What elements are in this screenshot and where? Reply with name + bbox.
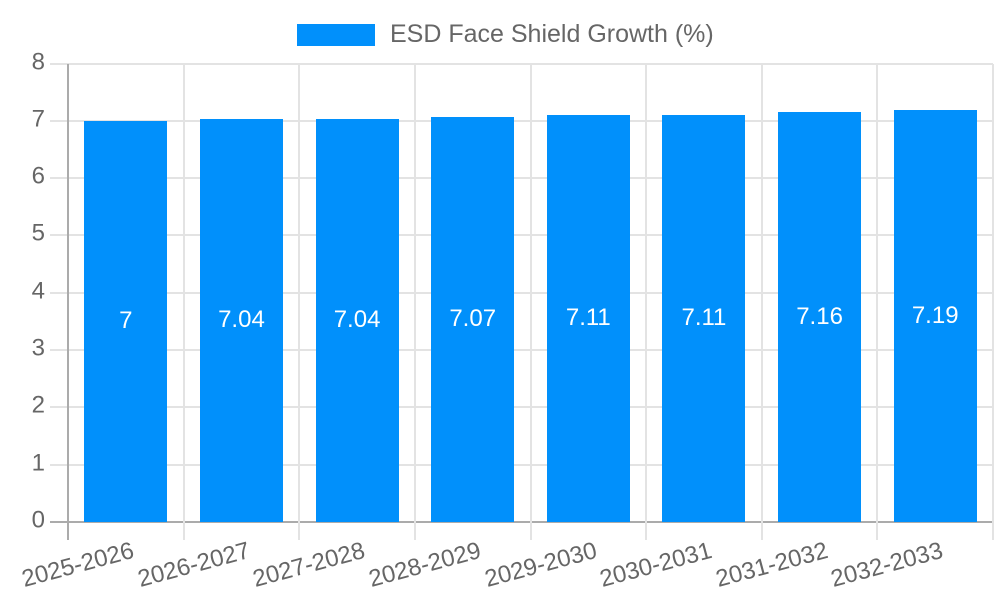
x-tick-label: 2031-2032 xyxy=(712,537,831,593)
y-gridline xyxy=(50,177,993,180)
x-tick-label: 2028-2029 xyxy=(365,537,484,593)
y-tick-label: 3 xyxy=(31,334,45,362)
x-tick-label: 2027-2028 xyxy=(250,537,369,593)
y-gridline xyxy=(50,119,993,122)
y-tick-label: 4 xyxy=(31,277,45,305)
y-tick-label: 2 xyxy=(31,391,45,419)
bar-value-label: 7.16 xyxy=(796,302,843,330)
x-gridline xyxy=(992,63,994,540)
legend-swatch xyxy=(297,23,375,46)
bar-value-label: 7.11 xyxy=(681,304,727,332)
bar xyxy=(662,114,746,522)
y-tick-label: 7 xyxy=(31,105,45,133)
legend-label: ESD Face Shield Growth (%) xyxy=(390,20,714,48)
bar xyxy=(893,109,977,522)
y-gridline xyxy=(50,349,993,352)
bar xyxy=(84,120,168,522)
y-gridline xyxy=(50,463,993,466)
bar-value-label: 7.07 xyxy=(449,305,497,333)
x-gridline xyxy=(645,63,648,540)
x-tick-label: 2029-2030 xyxy=(481,537,600,593)
x-gridline xyxy=(760,63,763,540)
x-gridline xyxy=(182,63,185,540)
y-tick-label: 6 xyxy=(31,162,45,190)
bar xyxy=(199,118,283,522)
y-tick-label: 5 xyxy=(31,220,45,248)
y-gridline xyxy=(50,406,993,409)
legend[interactable]: ESD Face Shield Growth (%) xyxy=(297,20,714,49)
bar xyxy=(778,111,862,522)
y-gridline xyxy=(50,234,993,237)
bar-value-label: 7 xyxy=(119,307,133,335)
x-gridline xyxy=(413,63,416,540)
x-tick-label: 2030-2031 xyxy=(597,537,715,593)
x-gridline xyxy=(876,63,879,540)
x-tick-label: 2026-2027 xyxy=(134,537,253,593)
bar xyxy=(546,114,630,522)
x-gridline xyxy=(529,63,532,540)
bar xyxy=(315,118,399,522)
bar xyxy=(431,116,515,522)
y-tick-label: 8 xyxy=(31,48,45,76)
y-gridline xyxy=(50,62,993,65)
bar-value-label: 7.04 xyxy=(218,306,265,334)
x-axis-baseline xyxy=(50,521,993,523)
x-gridline xyxy=(298,63,301,540)
x-tick-label: 2032-2033 xyxy=(828,537,947,593)
bar-value-label: 7.11 xyxy=(565,304,611,332)
y-gridline xyxy=(50,291,993,294)
bar-value-label: 7.19 xyxy=(911,301,959,329)
x-tick-label: 2025-2026 xyxy=(18,537,137,593)
y-tick-label: 1 xyxy=(31,449,45,477)
y-axis-line xyxy=(67,63,69,540)
y-tick-label: 0 xyxy=(31,506,45,534)
bar-value-label: 7.04 xyxy=(333,306,381,334)
